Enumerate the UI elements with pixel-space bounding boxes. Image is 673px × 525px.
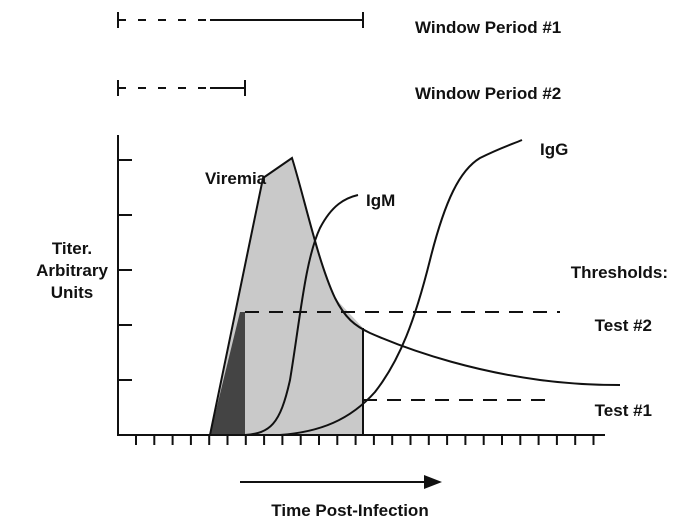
igm-curve [244,194,359,436]
x-axis-label: Time Post-Infection [271,501,428,520]
window-label: Window Period #1 [415,18,561,37]
thresholds-title: Thresholds: [571,263,668,282]
igg-curve [279,139,523,436]
window-period-1 [117,12,364,28]
viremia-area [210,158,363,435]
window-period-2 [117,80,246,96]
viremia-curve [209,156,621,436]
arrow-head [424,475,442,489]
window-dark-area [210,312,245,435]
axes [117,135,605,445]
y-axis-label: Units [51,283,94,302]
curve-label: IgM [366,191,395,210]
test-label: Test #2 [595,316,652,335]
y-axis-label: Titer. [52,239,92,258]
window-label: Window Period #2 [415,84,561,103]
curve-label: IgG [540,140,568,159]
y-axis-label: Arbitrary [36,261,108,280]
curve-label: Viremia [205,169,267,188]
test-label: Test #1 [595,401,652,420]
